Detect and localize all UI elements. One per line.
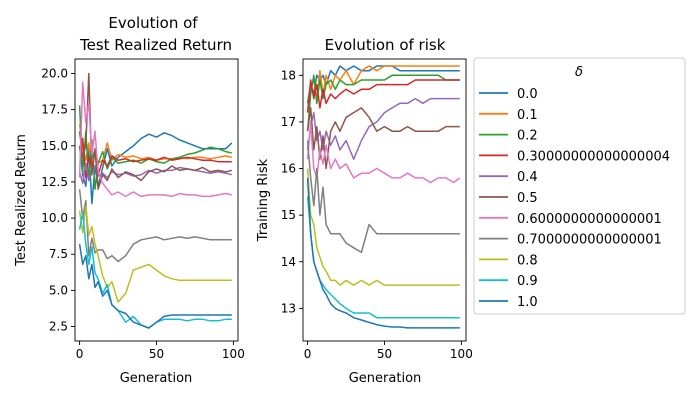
y-tick-label: 13 <box>281 301 296 315</box>
y-tick-label: 12.5 <box>41 175 68 189</box>
series-line-7 <box>78 189 232 263</box>
legend-title: δ <box>575 65 583 80</box>
x-tick-label: 50 <box>149 347 164 361</box>
legend-label: 0.6000000000000001 <box>517 212 662 227</box>
y-tick-label: 15 <box>281 208 296 222</box>
y-tick-label: 20.0 <box>41 66 68 80</box>
ticks: 0 50 100 13 14 15 16 17 18 <box>281 68 473 361</box>
legend-label: 0.2 <box>517 129 538 144</box>
series-line-6 <box>78 81 232 198</box>
series-line-10 <box>78 243 232 329</box>
series-lines <box>306 65 461 329</box>
y-tick-label: 2.5 <box>49 320 68 334</box>
legend-label: 0.8 <box>517 253 538 268</box>
series-line-5 <box>78 72 232 190</box>
series-line-8 <box>78 205 232 303</box>
series-line-1 <box>306 65 460 113</box>
legend-label: 0.1 <box>517 108 538 123</box>
chart-title: Evolution of risk <box>325 36 446 54</box>
legend-label: 1.0 <box>517 295 538 310</box>
series-line-10 <box>306 177 460 329</box>
legend-box <box>473 57 686 315</box>
series-line-4 <box>306 97 460 160</box>
plot-area-frame <box>74 58 239 342</box>
y-axis-label: Training Risk <box>256 158 271 242</box>
y-tick-label: 18 <box>281 68 296 82</box>
x-axis-label: Generation <box>120 371 193 386</box>
series-line-3 <box>306 79 460 113</box>
y-tick-label: 16 <box>281 162 296 176</box>
series-line-9 <box>306 196 460 319</box>
legend-label: 0.5 <box>517 191 538 206</box>
chart-title-line-2: Test Realized Return <box>79 36 232 54</box>
legend-label: 0.9 <box>517 274 538 289</box>
legend: δ 0.0 0.1 0.2 0.30000000000000004 0.4 0.5 0.60… <box>473 57 686 315</box>
y-tick-label: 7.5 <box>49 247 68 261</box>
series-line-9 <box>78 211 232 329</box>
series-line-6 <box>306 121 461 184</box>
y-tick-label: 10.0 <box>41 211 68 225</box>
series-line-8 <box>306 168 460 286</box>
legend-label: 0.4 <box>517 170 538 185</box>
x-tick-label: 0 <box>76 347 84 361</box>
x-tick-label: 0 <box>304 347 312 361</box>
x-tick-label: 100 <box>222 347 245 361</box>
x-tick-label: 50 <box>377 347 392 361</box>
series-line-7 <box>306 140 460 254</box>
y-tick-label: 5.0 <box>49 283 68 297</box>
legend-label: 0.30000000000000004 <box>517 149 670 164</box>
legend-label: 0.0 <box>517 87 538 102</box>
y-tick-label: 17.5 <box>41 103 68 117</box>
x-tick-label: 100 <box>450 347 473 361</box>
series-line-2 <box>306 74 460 132</box>
legend-entries: 0.0 0.1 0.2 0.30000000000000004 0.4 0.5 0.6000… <box>479 87 670 310</box>
series-line-0 <box>78 132 233 205</box>
y-tick-label: 15.0 <box>41 139 68 153</box>
ticks: 0 50 100 2.5 5.0 7.5 10.0 12.5 15.0 17.5 20.0 <box>41 66 245 361</box>
y-axis-label: Test Realized Return <box>14 134 29 267</box>
series-lines <box>78 72 233 329</box>
x-axis-label: Generation <box>349 371 422 386</box>
chart-test-realized-return: Evolution of Test Realized Return 0 50 100… <box>14 14 245 386</box>
y-tick-label: 17 <box>281 115 296 129</box>
y-tick-label: 14 <box>281 255 296 269</box>
legend-label: 0.7000000000000001 <box>517 233 662 248</box>
series-line-5 <box>306 107 460 170</box>
chart-training-risk: Evolution of risk 0 50 100 13 14 15 16 17 18 Gen… <box>256 36 473 386</box>
chart-title-line-1: Evolution of <box>108 14 198 32</box>
